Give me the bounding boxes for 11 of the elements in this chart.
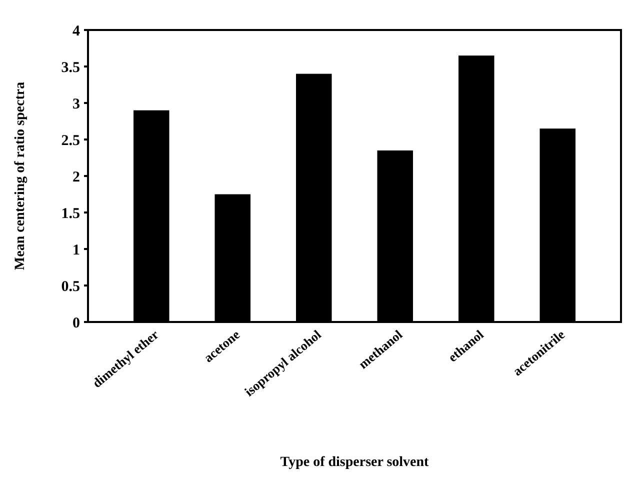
x-axis-title: Type of disperser solvent bbox=[280, 455, 430, 470]
y-tick-label: 4 bbox=[72, 23, 80, 40]
y-axis-title: Mean centering of ratio spectra bbox=[13, 82, 28, 270]
y-tick-label: 2 bbox=[72, 169, 80, 186]
y-tick-label: 1.5 bbox=[61, 206, 80, 222]
y-tick-label: 1 bbox=[72, 242, 80, 258]
y-tick-label: 0 bbox=[72, 315, 80, 332]
y-tick-label: 3 bbox=[72, 96, 80, 112]
y-tick-label: 3.5 bbox=[61, 60, 80, 76]
y-tick-label: 0.5 bbox=[61, 278, 80, 295]
y-tick-label: 2.5 bbox=[61, 132, 80, 149]
